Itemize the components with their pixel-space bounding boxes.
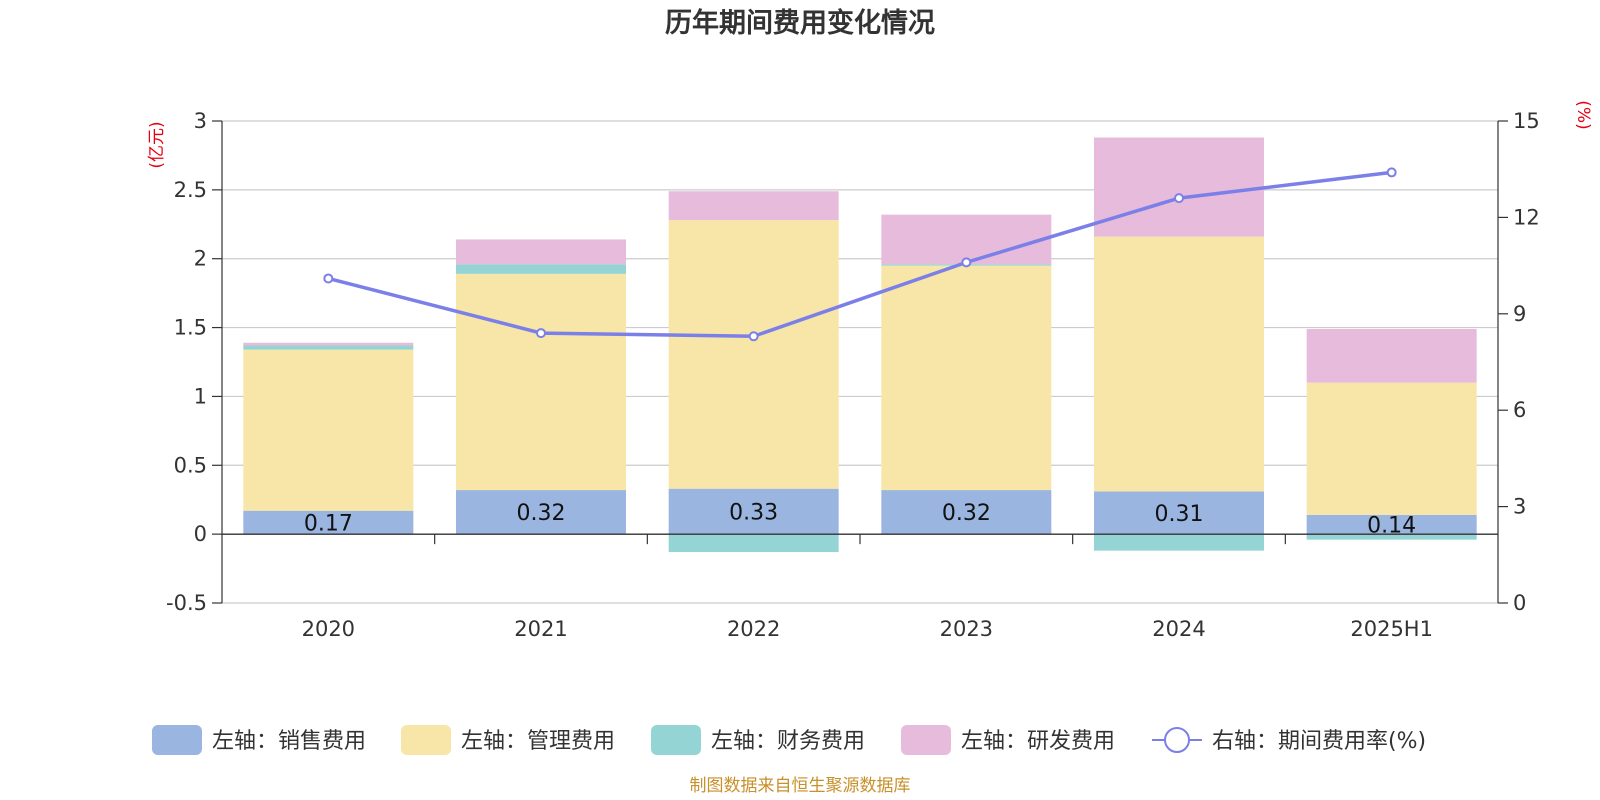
legend-label: 右轴：期间费用率(%)	[1212, 729, 1426, 754]
rate-point	[323, 273, 334, 284]
bar-segment	[881, 214, 1052, 265]
bar-segment	[1306, 514, 1477, 535]
legend-label: 左轴：研发费用	[961, 729, 1115, 754]
bar-segment	[1306, 382, 1477, 515]
bar-segment	[881, 490, 1052, 535]
rate-point	[1386, 167, 1397, 178]
axes: -0.5 0 0.5 1 1.5 2 2.5 3 0 3 6 9 12 15 2020 2021 2022 202…	[166, 109, 1540, 641]
legend-swatch	[401, 725, 451, 755]
left-tick-label: 3	[194, 109, 207, 133]
bar-segment	[1094, 534, 1264, 551]
legend-swatch	[651, 725, 701, 755]
x-tick-label: 2022	[727, 617, 780, 641]
bar-segment	[668, 534, 839, 553]
legend: 左轴：销售费用 左轴：管理费用 左轴：财务费用 左轴：研发费用 右轴：期间费用率(%)	[152, 725, 1426, 755]
grid-lines	[222, 120, 1498, 604]
left-tick-label: 1.5	[174, 316, 207, 340]
left-tick-label: 2	[194, 247, 207, 271]
bar-segment	[243, 510, 414, 535]
right-tick-label: 12	[1513, 205, 1540, 229]
left-tick-label: -0.5	[166, 591, 207, 615]
bar-segment	[243, 349, 414, 511]
legend-marker-icon	[1164, 727, 1190, 753]
left-tick-label: 0.5	[174, 453, 207, 477]
bar-value-label: 0.32	[942, 501, 991, 526]
rate-polyline	[327, 170, 1392, 339]
right-axis-unit: (%)	[1573, 100, 1593, 129]
bar-segment	[1306, 328, 1477, 383]
legend-label: 左轴：财务费用	[711, 729, 865, 754]
source-note: 制图数据来自恒生聚源数据库	[690, 776, 911, 796]
bar-segment	[668, 220, 839, 489]
bar-segment	[881, 265, 1052, 491]
right-tick-label: 0	[1513, 591, 1526, 615]
bar-segment	[243, 342, 414, 346]
legend-swatch	[152, 725, 202, 755]
bar-segment	[456, 490, 626, 535]
bar-segment	[668, 488, 839, 535]
rate-line	[323, 167, 1397, 342]
x-tick-label: 2023	[940, 617, 993, 641]
legend-label: 左轴：销售费用	[212, 729, 366, 754]
legend-label: 左轴：管理费用	[461, 729, 615, 754]
x-tick-label: 2021	[514, 617, 567, 641]
rate-point	[748, 331, 759, 342]
left-tick-label: 0	[194, 522, 207, 546]
bar-segment	[1094, 137, 1264, 237]
bar-segment	[668, 191, 839, 221]
right-tick-label: 6	[1513, 398, 1526, 422]
bar-value-label: 0.33	[729, 500, 778, 525]
bar-value-label: 0.17	[304, 511, 353, 536]
bar-segment	[1094, 491, 1264, 535]
rate-point	[536, 328, 546, 339]
bar-segment	[456, 239, 626, 265]
x-tick-label: 2020	[302, 617, 355, 641]
bar-value-label: 0.31	[1155, 502, 1204, 527]
right-tick-label: 9	[1513, 302, 1526, 326]
bars	[243, 137, 1477, 553]
bar-segment	[456, 273, 626, 491]
right-tick-label: 3	[1513, 495, 1526, 519]
bar-labels: 0.17 0.32 0.33 0.32 0.31 0.14	[304, 500, 1416, 538]
left-tick-label: 1	[194, 384, 207, 408]
chart-title: 历年期间费用变化情况	[665, 7, 935, 39]
left-tick-label: 2.5	[174, 178, 207, 202]
bar-segment	[1094, 236, 1264, 492]
bar-value-label: 0.14	[1367, 514, 1416, 539]
right-tick-label: 15	[1513, 109, 1540, 133]
bar-segment	[1306, 534, 1477, 540]
bar-segment	[243, 345, 414, 350]
legend-swatch	[901, 725, 951, 755]
rate-point	[961, 257, 972, 268]
left-axis-unit: (亿元)	[147, 121, 167, 168]
rate-point	[1174, 193, 1184, 204]
bar-value-label: 0.32	[517, 501, 566, 526]
bar-segment	[456, 264, 626, 274]
x-tick-label: 2025H1	[1350, 617, 1433, 641]
x-tick-label: 2024	[1152, 617, 1205, 641]
